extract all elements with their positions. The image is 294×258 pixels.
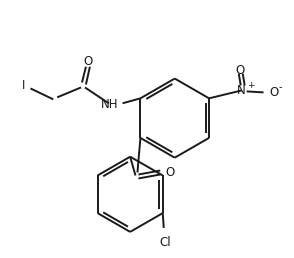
Text: -: -	[278, 83, 282, 92]
Text: N: N	[237, 84, 246, 97]
Text: O: O	[165, 166, 174, 179]
Text: NH: NH	[101, 98, 119, 111]
Text: I: I	[22, 79, 26, 92]
Text: O: O	[270, 86, 279, 99]
Text: +: +	[247, 81, 254, 90]
Text: Cl: Cl	[159, 236, 171, 249]
Text: O: O	[83, 55, 93, 68]
Text: O: O	[235, 64, 244, 77]
